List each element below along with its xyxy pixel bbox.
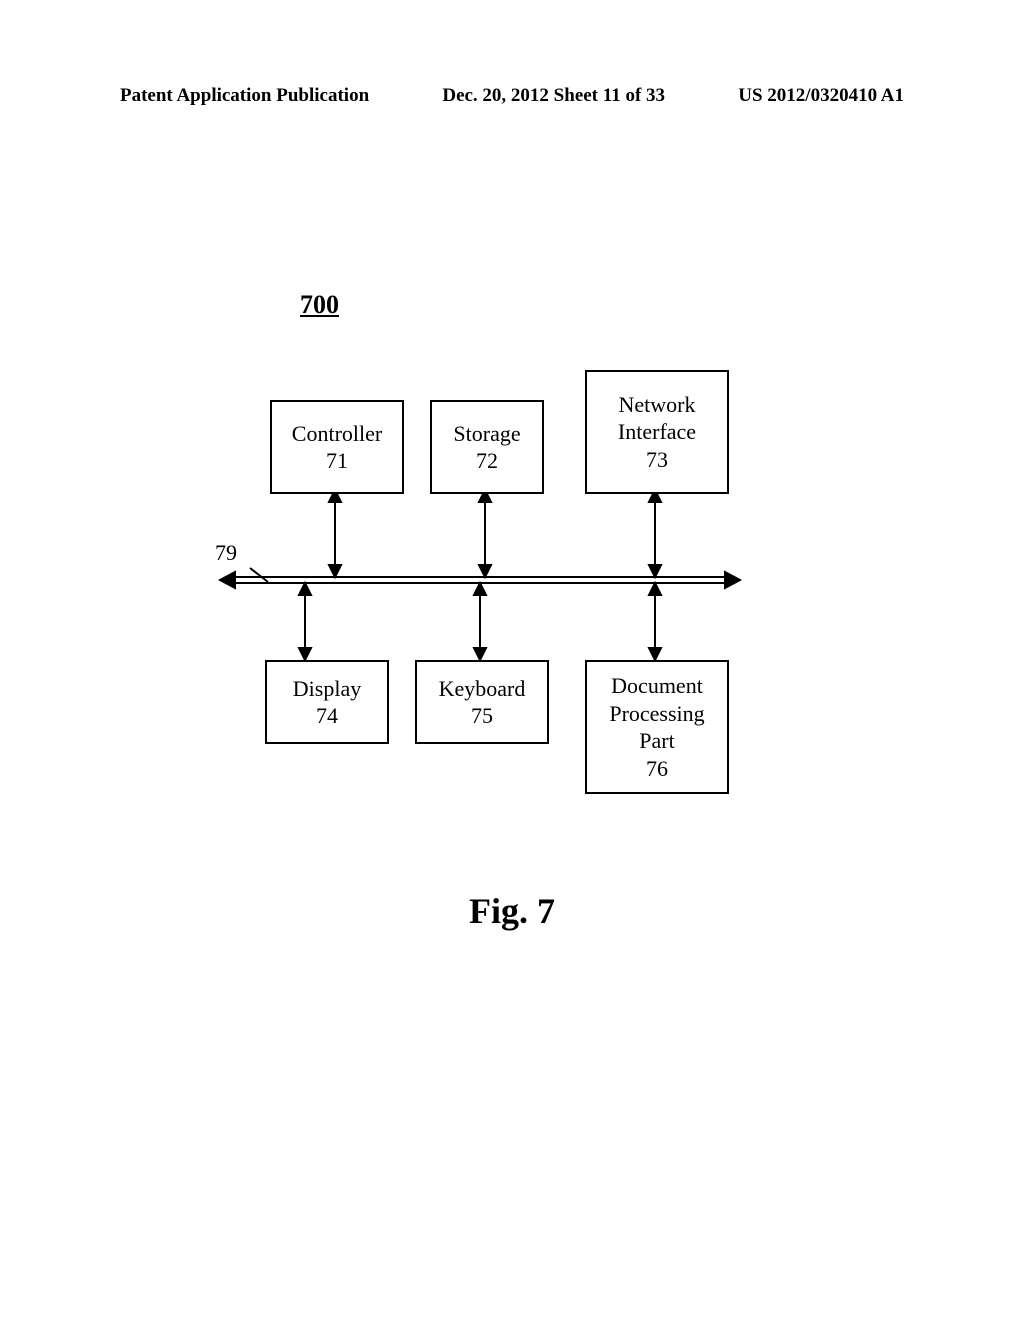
keyboard-box: Keyboard 75: [415, 660, 549, 744]
display-box: Display 74: [265, 660, 389, 744]
docproc-label2: Processing: [609, 701, 704, 726]
network-label2: Interface: [618, 419, 696, 444]
network-ref: 73: [646, 447, 668, 472]
bus-label: 79: [215, 540, 237, 566]
display-label: Display: [293, 676, 361, 701]
page: Patent Application Publication Dec. 20, …: [0, 0, 1024, 1320]
docproc-label3: Part: [639, 728, 674, 753]
storage-ref: 72: [476, 448, 498, 473]
figure-caption: Fig. 7: [0, 890, 1024, 932]
block-diagram: 79 Controller 71 Storage 72 Network Inte…: [200, 370, 760, 800]
network-label1: Network: [619, 392, 696, 417]
document-processing-box: Document Processing Part 76: [585, 660, 729, 794]
header-right: US 2012/0320410 A1: [738, 85, 904, 107]
keyboard-label: Keyboard: [439, 676, 526, 701]
docproc-label1: Document: [611, 673, 703, 698]
header-left: Patent Application Publication: [120, 85, 369, 107]
keyboard-ref: 75: [471, 703, 493, 728]
header-center: Dec. 20, 2012 Sheet 11 of 33: [442, 85, 665, 107]
controller-ref: 71: [326, 448, 348, 473]
storage-label: Storage: [453, 421, 520, 446]
figure-reference-number: 700: [300, 290, 339, 320]
controller-label: Controller: [292, 421, 382, 446]
display-ref: 74: [316, 703, 338, 728]
docproc-ref: 76: [646, 756, 668, 781]
controller-box: Controller 71: [270, 400, 404, 494]
storage-box: Storage 72: [430, 400, 544, 494]
network-interface-box: Network Interface 73: [585, 370, 729, 494]
page-header: Patent Application Publication Dec. 20, …: [120, 85, 904, 107]
